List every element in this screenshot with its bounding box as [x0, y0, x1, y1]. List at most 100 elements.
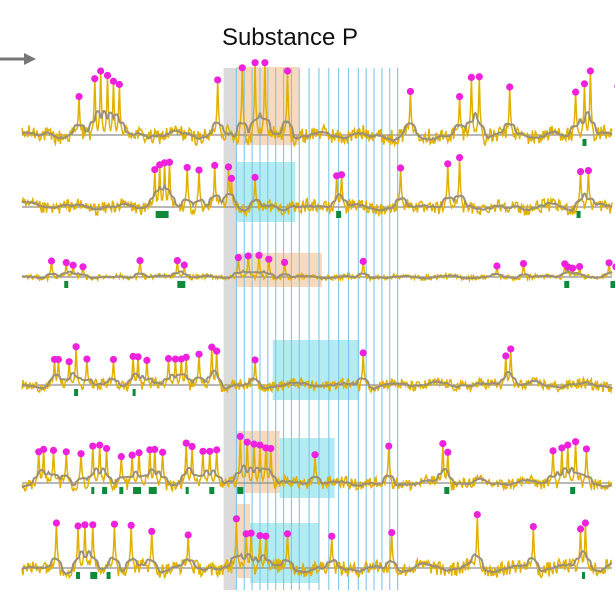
peak-marker: [311, 451, 319, 459]
peak-marker: [83, 355, 91, 363]
raw-trace: [21, 436, 613, 493]
peak-marker: [109, 355, 118, 364]
stimulus-markers: [223, 68, 399, 590]
event-marker: [582, 139, 587, 146]
peak-marker: [572, 88, 580, 96]
peak-marker: [455, 93, 464, 101]
peak-marker: [74, 522, 82, 530]
event-marker: [155, 211, 164, 218]
peak-marker: [89, 521, 97, 529]
peak-marker: [576, 525, 585, 533]
peak-marker: [612, 263, 615, 271]
peak-marker: [359, 349, 367, 357]
event-marker: [74, 389, 79, 396]
peak-marker: [283, 530, 292, 538]
smoothed-trace: [21, 269, 613, 280]
peak-marker: [208, 343, 216, 351]
peak-marker: [328, 532, 336, 540]
peak-marker: [251, 59, 259, 67]
peak-marker: [199, 447, 207, 455]
peak-marker: [52, 519, 61, 527]
smoothed-trace: [21, 183, 613, 212]
peak-marker: [444, 160, 452, 168]
peak-marker: [244, 252, 252, 260]
peak-marker: [81, 521, 89, 529]
peak-marker: [385, 442, 393, 450]
peak-marker: [584, 167, 593, 175]
peak-marker: [475, 73, 483, 81]
peak-marker: [261, 59, 269, 67]
peak-marker: [267, 444, 275, 453]
peak-marker: [337, 171, 346, 179]
peak-marker: [89, 442, 97, 450]
trace-row-6: [21, 510, 613, 580]
event-marker: [132, 389, 136, 396]
peak-marker: [65, 358, 73, 366]
peak-marker: [506, 83, 514, 91]
peak-marker: [96, 441, 104, 449]
trace-row-4: [21, 343, 613, 396]
peak-marker: [234, 254, 242, 262]
peak-marker: [62, 259, 70, 267]
peak-marker: [135, 449, 143, 457]
peak-marker: [110, 520, 119, 528]
peak-marker: [182, 353, 190, 361]
peak-marker: [580, 80, 589, 88]
peak-marker: [159, 448, 167, 456]
peak-marker: [127, 521, 135, 530]
trace-row-1: [21, 59, 615, 148]
peak-marker: [586, 67, 594, 75]
peak-marker: [396, 164, 405, 172]
peak-marker: [182, 439, 190, 447]
smoothed-trace: [21, 464, 613, 489]
peak-marker: [143, 356, 151, 364]
peak-marker: [406, 87, 415, 96]
peak-marker: [549, 447, 557, 455]
response-box-orange: [236, 431, 280, 493]
peak-marker: [569, 264, 577, 272]
peak-marker: [134, 353, 142, 361]
peak-marker: [195, 166, 203, 174]
peak-marker: [243, 438, 251, 446]
peak-marker: [576, 168, 585, 176]
peak-marker: [213, 446, 221, 454]
peak-marker: [359, 257, 367, 265]
event-marker: [119, 487, 124, 494]
event-marker: [106, 572, 111, 579]
peak-marker: [97, 67, 105, 75]
event-marker: [160, 211, 169, 218]
peak-marker: [227, 174, 236, 182]
peak-marker: [250, 440, 258, 448]
peak-marker: [180, 261, 188, 269]
peak-marker: [558, 444, 566, 452]
peak-marker: [388, 529, 396, 537]
trace-row-5: [21, 432, 613, 494]
event-marker: [581, 572, 585, 579]
peak-marker: [232, 515, 240, 523]
peak-marker: [40, 445, 48, 453]
peak-marker: [214, 76, 222, 84]
peak-marker: [251, 173, 259, 181]
peak-marker: [109, 77, 118, 85]
response-box-orange: [236, 504, 251, 578]
peak-marker: [236, 432, 244, 441]
event-marker: [570, 487, 576, 494]
peak-marker: [564, 441, 572, 449]
event-marker: [91, 487, 95, 494]
peak-marker: [238, 64, 246, 72]
peak-marker: [77, 450, 85, 458]
peak-marker: [148, 527, 156, 536]
peak-marker: [581, 519, 590, 527]
event-marker: [576, 211, 581, 218]
event-marker: [133, 487, 142, 494]
peak-marker: [128, 451, 136, 459]
peak-marker: [72, 343, 80, 351]
response-bands: [236, 67, 360, 583]
peak-marker: [473, 510, 481, 519]
peak-marker: [75, 93, 83, 101]
peak-marker: [507, 345, 515, 353]
event-marker: [102, 487, 108, 494]
peak-marker: [115, 80, 123, 89]
stimulus-band: [223, 68, 237, 590]
